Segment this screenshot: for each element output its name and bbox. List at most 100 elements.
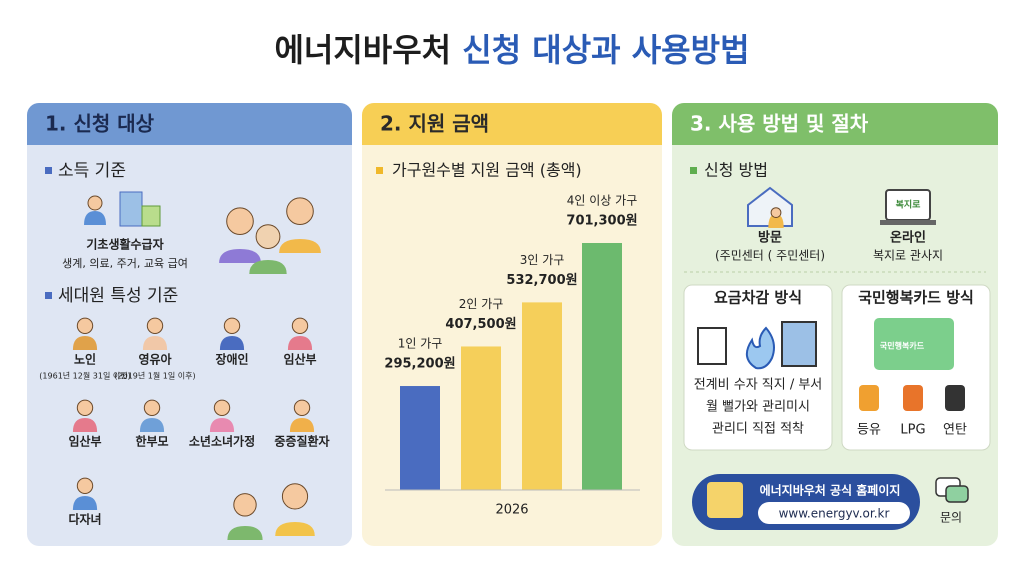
icon xyxy=(945,485,969,503)
icon xyxy=(72,418,98,432)
title-part: 에너지바우처 xyxy=(274,31,451,69)
inquiry-label: 문의 xyxy=(940,511,962,525)
panel-header-text: 3. 사용 방법 및 절차 xyxy=(690,112,869,136)
deduction-line: 월 뻘가와 관리미시 xyxy=(706,400,810,415)
icon xyxy=(289,418,315,432)
page-title: 에너지바우처 신청 대상과 사용방법 xyxy=(274,31,749,69)
bar-value-label: 295,200원 xyxy=(384,357,455,372)
fuel-label: 연탄 xyxy=(943,423,967,438)
url-box xyxy=(758,502,910,524)
item-label: 중증질환자 xyxy=(274,434,329,449)
item-note: 생계, 의료, 주거, 교육 급여 xyxy=(62,257,188,270)
icon xyxy=(233,493,257,517)
method-label: 방문 xyxy=(758,230,782,246)
panel-header xyxy=(362,103,662,145)
homepage-url[interactable]: www.energyv.or.kr xyxy=(779,507,890,521)
icon xyxy=(255,224,281,250)
bullet xyxy=(45,167,52,174)
icon xyxy=(275,522,315,536)
screen-text: 복지로 xyxy=(896,199,922,211)
bullet xyxy=(690,167,697,174)
bar xyxy=(522,302,562,490)
icon xyxy=(139,418,165,432)
icon xyxy=(209,418,235,432)
bullet xyxy=(45,292,52,299)
item-label: 기초생활수급자 xyxy=(86,237,163,252)
icon xyxy=(770,207,782,219)
icon xyxy=(745,326,775,370)
content: 에너지바우처 신청 대상과 사용방법 1. 신청 대상 2. 지원 금액 3. 사용 … xyxy=(27,31,998,546)
panel-header xyxy=(27,103,352,145)
icon xyxy=(781,321,817,367)
icon xyxy=(279,239,321,253)
icon xyxy=(226,207,254,235)
method-note: (주민센터 ( 주민센터) xyxy=(715,249,825,263)
icon xyxy=(72,496,98,510)
item-label: 영유아 xyxy=(138,352,171,367)
icon xyxy=(219,249,261,263)
icon xyxy=(146,317,164,334)
section-title: 세대원 특성 기준 xyxy=(58,286,178,306)
icon xyxy=(142,336,168,350)
bullet xyxy=(376,167,383,174)
bar xyxy=(582,243,622,490)
panel-header-text: 2. 지원 금액 xyxy=(380,112,489,136)
title-part: 신청 대상과 사용방법 xyxy=(451,31,749,69)
bar-value-label: 407,500원 xyxy=(445,317,516,332)
icon xyxy=(291,317,309,334)
fuel-label: 등유 xyxy=(857,423,881,438)
item-label: 임산부 xyxy=(283,352,316,367)
item-label: 노인 xyxy=(74,352,96,367)
panel xyxy=(27,103,352,546)
sub-title: 국민행복카드 방식 xyxy=(858,289,974,307)
item-label: 임산부 xyxy=(68,434,101,449)
icon xyxy=(945,385,965,411)
icon xyxy=(76,477,94,494)
bar-category: 1인 가구 xyxy=(398,337,443,351)
icon xyxy=(76,317,94,334)
method-label: 온라인 xyxy=(890,230,926,246)
deduction-line: 관리디 직접 적착 xyxy=(712,422,804,437)
bar xyxy=(461,346,501,490)
item-label: 다자녀 xyxy=(68,512,101,527)
icon xyxy=(223,317,241,334)
bar xyxy=(400,386,440,490)
icon xyxy=(249,260,287,274)
panel-header-text: 1. 신청 대상 xyxy=(45,112,155,136)
icon xyxy=(141,205,161,227)
bar-value-label: 701,300원 xyxy=(566,214,637,229)
x-label: 2026 xyxy=(495,503,528,518)
icon xyxy=(119,191,143,227)
section-title: 신청 방법 xyxy=(704,161,768,180)
icon xyxy=(72,336,98,350)
homepage-title: 에너지바우처 공식 홈페이지 xyxy=(760,483,901,498)
icon xyxy=(219,336,245,350)
section-title: 가구원수별 지원 금액 (총액) xyxy=(392,161,582,180)
icon xyxy=(697,327,727,365)
icon xyxy=(213,399,231,416)
icon xyxy=(903,385,923,411)
panel-header xyxy=(672,103,998,145)
icon xyxy=(768,214,784,228)
card-text: 국민행복카드 xyxy=(880,341,925,351)
icon xyxy=(143,399,161,416)
fuel-label: LPG xyxy=(900,423,925,438)
bar-category: 2인 가구 xyxy=(459,297,504,311)
bar-category: 3인 가구 xyxy=(520,253,565,267)
bar-value-label: 532,700원 xyxy=(506,273,577,288)
item-label: 한부모 xyxy=(135,434,168,449)
icon xyxy=(87,195,103,211)
section-title: 소득 기준 xyxy=(58,161,126,181)
icon xyxy=(707,482,743,518)
icon xyxy=(287,336,313,350)
item-label: 소년소녀가정 xyxy=(189,434,255,449)
icon xyxy=(227,526,263,540)
deduction-line: 전계비 수자 직지 / 부서 xyxy=(694,378,823,393)
item-label: 장애인 xyxy=(215,352,248,367)
icon xyxy=(76,399,94,416)
icon xyxy=(859,385,879,411)
icon xyxy=(281,483,309,510)
bar-category: 4인 이상 가구 xyxy=(567,194,637,208)
icon xyxy=(286,197,314,225)
